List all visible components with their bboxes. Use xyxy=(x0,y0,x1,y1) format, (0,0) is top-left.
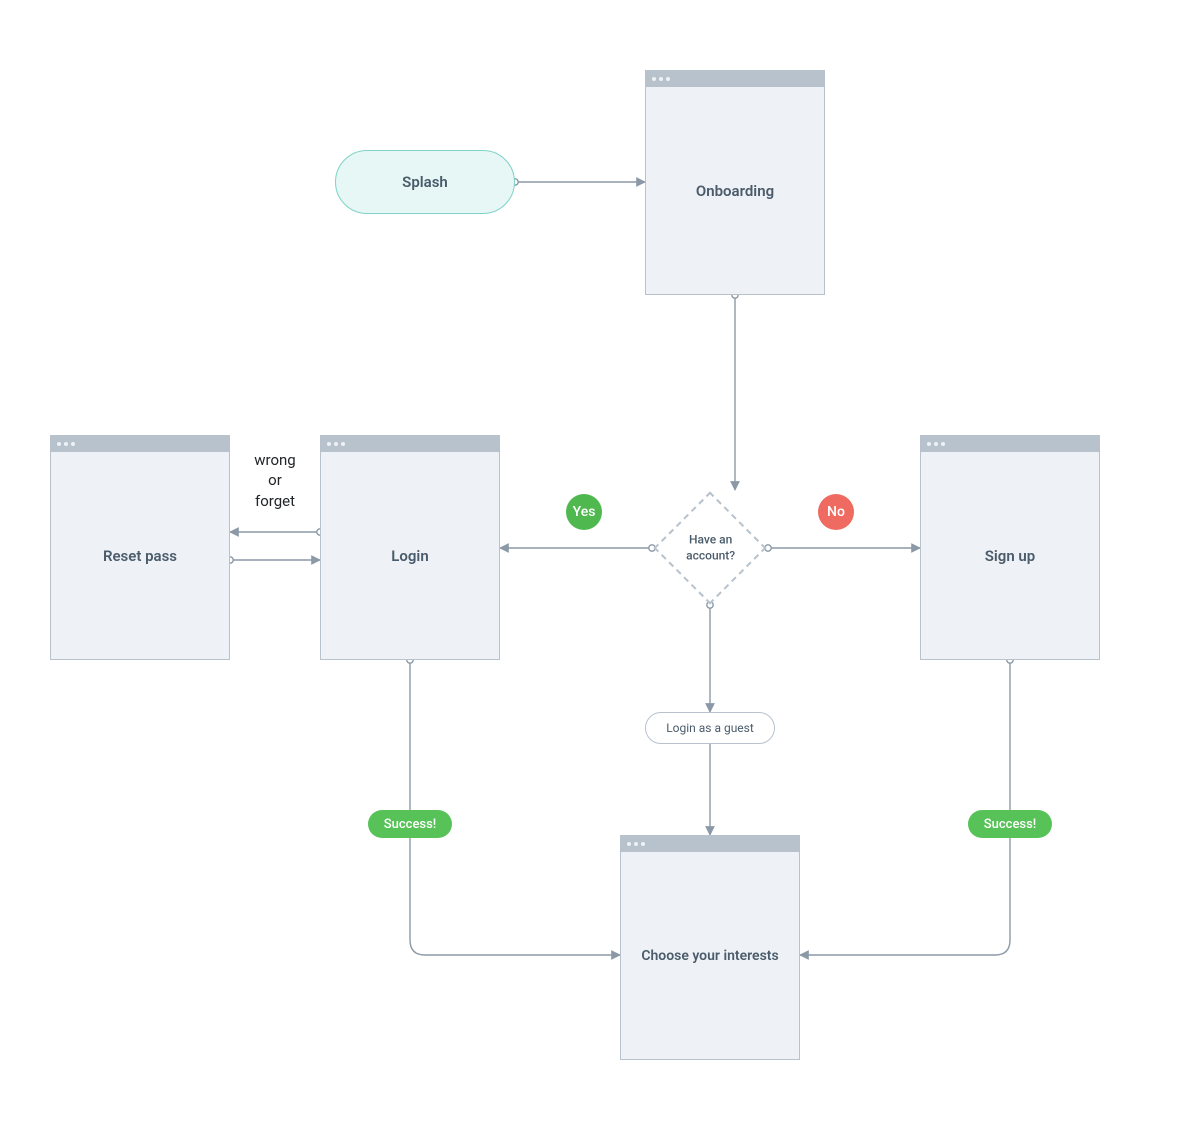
node-onboarding-label: Onboarding xyxy=(646,87,824,294)
node-choose-interests-label: Choose your interests xyxy=(621,852,799,1059)
node-choose-interests: Choose your interests xyxy=(620,835,800,1060)
success-login-label: Success! xyxy=(384,817,436,832)
window-bar-icon xyxy=(321,436,499,452)
node-login-as-guest: Login as a guest xyxy=(645,712,775,744)
node-onboarding: Onboarding xyxy=(645,70,825,295)
edge-label-wrong-or-forget: wrong or forget xyxy=(240,450,310,511)
node-reset-pass-label: Reset pass xyxy=(51,452,229,659)
window-bar-icon xyxy=(646,71,824,87)
badge-success-signup: Success! xyxy=(968,810,1052,838)
badge-no-label: No xyxy=(827,504,845,520)
node-splash: Splash xyxy=(335,150,515,214)
window-bar-icon xyxy=(921,436,1099,452)
badge-no: No xyxy=(818,494,854,530)
decision-label-line1: Have an xyxy=(688,532,731,546)
node-signup: Sign up xyxy=(920,435,1100,660)
guest-label: Login as a guest xyxy=(666,721,754,735)
node-login: Login xyxy=(320,435,500,660)
decision-label-line2: account? xyxy=(686,548,735,562)
badge-success-login: Success! xyxy=(368,810,452,838)
node-splash-label: Splash xyxy=(402,173,448,191)
node-signup-label: Sign up xyxy=(921,452,1099,659)
window-bar-icon xyxy=(621,836,799,852)
success-signup-label: Success! xyxy=(984,817,1036,832)
window-bar-icon xyxy=(51,436,229,452)
edge-login-interests xyxy=(410,660,620,955)
node-reset-pass: Reset pass xyxy=(50,435,230,660)
badge-yes-label: Yes xyxy=(573,504,596,520)
badge-yes: Yes xyxy=(566,494,602,530)
node-login-label: Login xyxy=(321,452,499,659)
node-decision-have-account: Have an account? xyxy=(670,508,750,588)
edge-signup-interests xyxy=(800,660,1010,955)
